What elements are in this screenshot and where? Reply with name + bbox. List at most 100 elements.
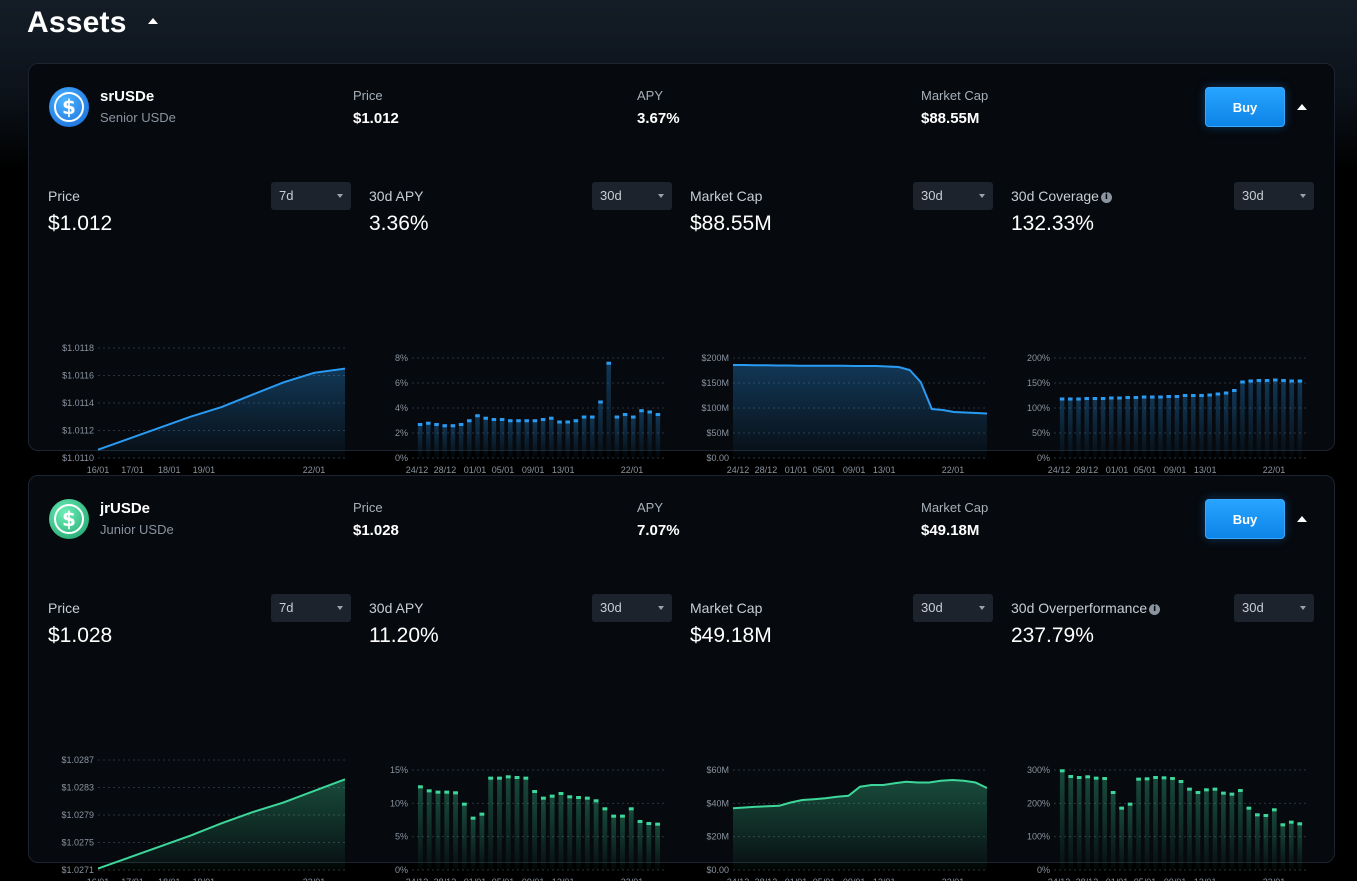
x-tick-label: 05/01 bbox=[1134, 465, 1157, 475]
y-tick-label: 5% bbox=[395, 832, 408, 842]
bar-cap bbox=[1133, 396, 1139, 399]
x-tick-label: 05/01 bbox=[813, 877, 836, 881]
x-tick-label: 13/01 bbox=[552, 465, 575, 475]
bar-cap bbox=[1271, 808, 1277, 812]
bar-cap bbox=[1076, 397, 1081, 401]
buy-button[interactable]: Buy bbox=[1205, 499, 1285, 539]
bar bbox=[426, 421, 431, 458]
bar-cap bbox=[1256, 379, 1262, 382]
y-tick-label: 15% bbox=[390, 765, 408, 775]
bar-cap bbox=[1068, 397, 1073, 401]
bar-cap bbox=[602, 807, 608, 811]
bar-cap bbox=[1153, 776, 1158, 779]
bar bbox=[1223, 391, 1229, 458]
bar-cap bbox=[593, 799, 599, 803]
collapse-assets-caret-icon[interactable] bbox=[148, 18, 158, 24]
bar-cap bbox=[1238, 789, 1243, 792]
x-tick-label: 28/12 bbox=[755, 465, 778, 475]
chevron-down-icon bbox=[1300, 194, 1306, 198]
range-select[interactable]: 30d bbox=[1234, 594, 1314, 622]
market-cap-chart: $0.00 $50M $100M $150M $200M 24/12 28/12 01/01 0… bbox=[701, 353, 988, 475]
x-tick-label: 13/01 bbox=[1194, 877, 1217, 881]
chart-panel-overperformance: 30d Overperformance i 237.79% 30d 0% 100% 2… bbox=[1011, 594, 1314, 881]
bar-cap bbox=[461, 802, 467, 806]
bar bbox=[1255, 813, 1260, 870]
buy-button[interactable]: Buy bbox=[1205, 87, 1285, 127]
bar-cap bbox=[508, 419, 513, 423]
y-tick-label: $1.0271 bbox=[61, 865, 94, 875]
info-icon[interactable]: i bbox=[1100, 192, 1112, 203]
bar-cap bbox=[655, 413, 661, 416]
collapse-card-caret-icon[interactable] bbox=[1297, 516, 1307, 522]
chart-value: $49.18M bbox=[690, 624, 772, 647]
x-tick-label: 01/01 bbox=[1106, 465, 1129, 475]
chart-label: 30d APY bbox=[369, 600, 424, 616]
bar-cap bbox=[1085, 775, 1091, 779]
range-select[interactable]: 7d bbox=[271, 594, 351, 622]
bar bbox=[1264, 379, 1270, 458]
chevron-down-icon bbox=[658, 606, 664, 610]
bar bbox=[655, 413, 661, 458]
bar-cap bbox=[631, 415, 636, 419]
bar bbox=[1207, 393, 1212, 458]
bar bbox=[1109, 396, 1114, 458]
range-select[interactable]: 30d bbox=[1234, 182, 1314, 210]
range-select[interactable]: 30d bbox=[913, 594, 993, 622]
collapse-card-caret-icon[interactable] bbox=[1297, 104, 1307, 110]
bar-cap bbox=[1273, 378, 1278, 382]
stat-price-value: $1.012 bbox=[353, 110, 399, 127]
bar-cap bbox=[1280, 823, 1286, 827]
bar-cap bbox=[1215, 392, 1221, 396]
bar-cap bbox=[1125, 396, 1130, 399]
bar-cap bbox=[1182, 394, 1188, 397]
bar-cap bbox=[1170, 777, 1175, 780]
bar bbox=[584, 796, 590, 870]
apy-chart: 0% 2% 4% 6% 8% 24/12 28/12 01/01 05/01 09/01 13/01… bbox=[395, 353, 666, 475]
bar bbox=[1150, 395, 1155, 458]
bar-cap bbox=[467, 419, 472, 423]
bar bbox=[458, 423, 464, 458]
bar-cap bbox=[426, 421, 431, 425]
market-cap-chart: $0.00 $20M $40M $60M 24/12 28/12 01/01 05/01 09/… bbox=[706, 765, 988, 881]
y-tick-label: $100M bbox=[701, 403, 729, 413]
bar bbox=[499, 418, 505, 458]
bar bbox=[1246, 806, 1252, 870]
bar bbox=[1110, 791, 1116, 870]
chart-value: 3.36% bbox=[369, 212, 429, 235]
bar-cap bbox=[628, 807, 634, 811]
bar-cap bbox=[453, 791, 458, 795]
bar bbox=[1127, 802, 1133, 870]
chevron-down-icon bbox=[337, 194, 343, 198]
token-name: srUSDe bbox=[100, 88, 155, 105]
bar bbox=[622, 413, 628, 458]
bar-cap bbox=[598, 400, 603, 404]
x-tick-label: 22/01 bbox=[942, 465, 965, 475]
range-select[interactable]: 7d bbox=[271, 182, 351, 210]
coverage-chart: 0% 50% 100% 150% 200% 24/12 28/12 01/01 05/01 09/… bbox=[1027, 353, 1308, 475]
range-select[interactable]: 30d bbox=[913, 182, 993, 210]
bar-cap bbox=[483, 416, 488, 420]
bar bbox=[1068, 775, 1074, 870]
x-tick-label: 17/01 bbox=[121, 877, 144, 881]
bar bbox=[1068, 397, 1073, 458]
bar-cap bbox=[581, 415, 587, 419]
y-tick-label: 200% bbox=[1027, 798, 1050, 808]
bar-cap bbox=[523, 776, 529, 780]
chart-panel-coverage: 30d Coverage i 132.33% 30d 0% 50% 100% 150% 2… bbox=[1011, 182, 1314, 475]
range-select[interactable]: 30d bbox=[592, 594, 672, 622]
bar bbox=[1240, 380, 1245, 458]
chart-value: $1.012 bbox=[48, 212, 113, 235]
info-icon[interactable]: i bbox=[1149, 604, 1161, 615]
bar bbox=[1195, 791, 1201, 870]
bar bbox=[611, 814, 617, 870]
range-select[interactable]: 30d bbox=[592, 182, 672, 210]
bar-cap bbox=[417, 785, 423, 789]
bar bbox=[1133, 396, 1139, 458]
bar bbox=[467, 419, 472, 458]
series-line bbox=[97, 367, 346, 451]
series-line bbox=[97, 778, 346, 870]
bar bbox=[1093, 776, 1099, 870]
bar-cap bbox=[1221, 791, 1226, 795]
bar bbox=[1215, 392, 1221, 458]
x-tick-label: 28/12 bbox=[434, 877, 457, 881]
